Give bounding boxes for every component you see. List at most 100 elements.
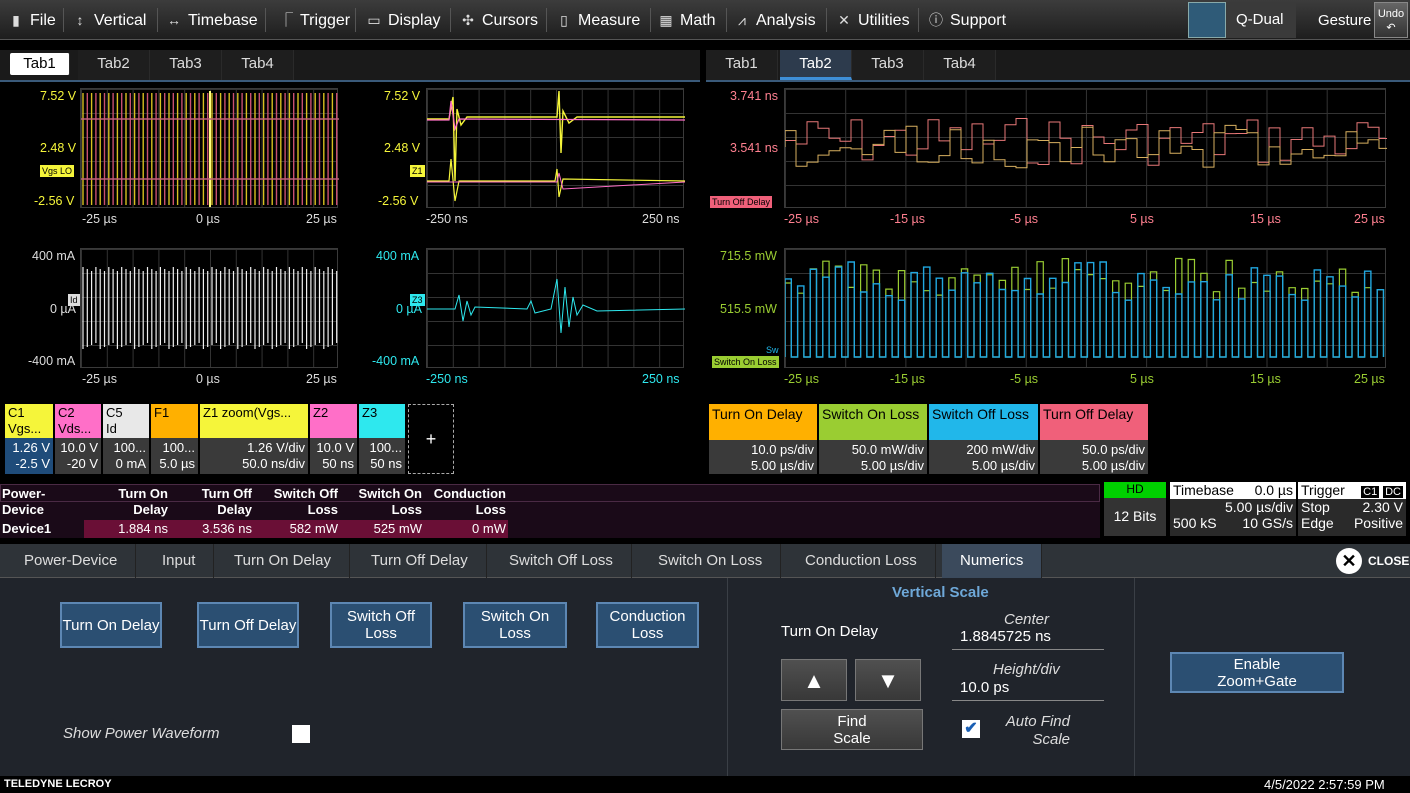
descriptor-f1[interactable]: F1 100... 5.0 µs (151, 404, 198, 474)
descriptor-switch-on-loss[interactable]: Switch On Loss 50.0 mW/div 5.00 µs/div (819, 404, 927, 474)
p1-x-mid: 0 µs (196, 212, 220, 226)
x-tick-label: -5 µs (1010, 212, 1039, 226)
descriptor-z3[interactable]: Z3 100... 50 ns (359, 404, 405, 474)
menu-trigger[interactable]: ⎾ Trigger (278, 0, 350, 40)
tab-left-2[interactable]: Tab2 (78, 50, 150, 80)
datetime: 4/5/2022 2:57:59 PM (1264, 777, 1385, 792)
x-tick-label: 25 µs (1354, 372, 1385, 386)
math-icon: ▦ (659, 12, 673, 28)
switch-off-loss-button[interactable]: Switch Off Loss (330, 602, 432, 648)
timebase-box[interactable]: Timebase 0.0 µs 5.00 µs/div 500 kS 10 GS/s (1170, 482, 1296, 536)
turn-on-delay-button[interactable]: Turn On Delay (60, 602, 162, 648)
x-tick-label: -5 µs (1010, 372, 1039, 386)
plot-z3-zoom[interactable] (426, 248, 685, 368)
layout-selector[interactable]: Q-Dual (1226, 2, 1296, 38)
dialog-tab-power-device[interactable]: Power-Device (6, 544, 137, 578)
dialog-tab-conduction-loss[interactable]: Conduction Loss (787, 544, 936, 578)
table-cell-switch-on-loss: 525 mW (373, 521, 422, 536)
menu-utilities[interactable]: ✕ Utilities (836, 0, 909, 40)
enable-zoom-gate-button[interactable]: Enable Zoom+Gate (1170, 652, 1344, 693)
menu-cursors[interactable]: ✣ Cursors (460, 0, 538, 40)
p1-y-top: 7.52 V (40, 89, 77, 103)
plot-vgs-full[interactable] (80, 88, 339, 208)
dialog-tab-turn-on-delay[interactable]: Turn On Delay (216, 544, 350, 578)
p6-trace-tag[interactable]: Switch On Loss (712, 356, 779, 368)
tab-left-4[interactable]: Tab4 (222, 50, 294, 80)
p6-y-mid: 515.5 mW (720, 302, 777, 316)
acquisition-mode[interactable]: HD 12 Bits (1104, 482, 1166, 536)
dialog-tab-switch-off-loss[interactable]: Switch Off Loss (491, 544, 632, 578)
table-header-turn-off-delay: Turn Off Delay (201, 486, 252, 517)
menu-analysis[interactable]: ⩘ Analysis (734, 0, 816, 40)
table-cell-conduction-loss: 0 mW (472, 521, 506, 536)
descriptor-z1[interactable]: Z1 zoom(Vgs... 1.26 V/div 50.0 ns/div (200, 404, 308, 474)
dialog-tab-input[interactable]: Input (144, 544, 215, 578)
p2-y-top: 7.52 V (384, 89, 421, 103)
center-field[interactable]: 1.8845725 ns (952, 628, 1104, 650)
tab-right-1[interactable]: Tab1 (706, 50, 778, 80)
menu-vertical[interactable]: ↕ Vertical (72, 0, 147, 40)
tab-left-3[interactable]: Tab3 (150, 50, 222, 80)
undo-button[interactable]: Undo ↶ (1374, 2, 1408, 38)
p1-trace-tag[interactable]: Vgs LO (40, 165, 75, 177)
vertical-scale-source: Turn On Delay (781, 623, 878, 640)
descriptor-switch-off-loss[interactable]: Switch Off Loss 200 mW/div 5.00 µs/div (929, 404, 1038, 474)
p1-y-bot: -2.56 V (34, 194, 75, 208)
conduction-loss-button[interactable]: Conduction Loss (596, 602, 699, 648)
tab-left-1[interactable]: Tab1 (10, 53, 70, 75)
descriptor-z2[interactable]: Z2 10.0 V 50 ns (310, 404, 357, 474)
tab-right-4[interactable]: Tab4 (924, 50, 996, 80)
p5-trace-tag[interactable]: Turn Off Delay (710, 196, 773, 208)
add-trace-button[interactable]: + (408, 404, 454, 474)
x-tick-label: 5 µs (1130, 372, 1154, 386)
plot-z1-zoom[interactable] (426, 88, 685, 208)
menu-timebase[interactable]: ↔ Timebase (166, 0, 258, 40)
find-scale-button[interactable]: Find Scale (781, 709, 923, 750)
height-div-field[interactable]: 10.0 ps (952, 679, 1104, 701)
p2-trace-tag[interactable]: Z1 (410, 165, 425, 177)
p4-trace-tag[interactable]: Z3 (410, 294, 425, 306)
descriptor-c1[interactable]: C1 Vgs... 1.26 V -2.5 V (5, 404, 53, 474)
menu-support[interactable]: ⓘ Support (928, 0, 1006, 40)
p3-y-top: 400 mA (32, 249, 76, 263)
descriptor-turn-off-delay[interactable]: Turn Off Delay 50.0 ps/div 5.00 µs/div (1040, 404, 1148, 474)
show-power-waveform-checkbox[interactable] (292, 725, 310, 743)
p1-y-mid: 2.48 V (40, 141, 77, 155)
menu-bar: ▮ File ↕ Vertical ↔ Timebase ⎾ Trigger ▭ Disp… (0, 0, 1410, 40)
dialog-tab-numerics[interactable]: Numerics (942, 544, 1043, 578)
auto-find-scale-checkbox[interactable]: ✔ (962, 720, 980, 738)
close-label[interactable]: CLOSE (1368, 554, 1410, 568)
close-icon[interactable]: ✕ (1336, 548, 1362, 574)
descriptor-c2[interactable]: C2 Vds... 10.0 V -20 V (55, 404, 101, 474)
menu-math[interactable]: ▦ Math (658, 0, 715, 40)
plot-turn-off-delay-track[interactable] (784, 88, 1387, 208)
auto-find-scale-label: Auto Find Scale (1005, 713, 1070, 748)
descriptor-turn-on-delay[interactable]: Turn On Delay 10.0 ps/div 5.00 µs/div (709, 404, 817, 474)
turn-off-delay-button[interactable]: Turn Off Delay (197, 602, 299, 648)
table-row-name: Device1 (2, 521, 52, 536)
menu-display[interactable]: ▭ Display (366, 0, 440, 40)
plot-id-full[interactable] (80, 248, 338, 368)
descriptor-c5[interactable]: C5 Id 100... 0 mA (103, 404, 149, 474)
vertical-scale-title: Vertical Scale (892, 584, 989, 601)
switch-on-loss-button[interactable]: Switch On Loss (463, 602, 567, 648)
plot-switch-loss-track[interactable] (784, 248, 1386, 368)
table-cell-switch-off-loss: 582 mW (289, 521, 338, 536)
dialog-tab-turn-off-delay[interactable]: Turn Off Delay (353, 544, 487, 578)
x-tick-label: -25 µs (784, 372, 819, 386)
menu-measure[interactable]: ▯ Measure (556, 0, 640, 40)
p3-trace-tag[interactable]: Id (68, 294, 80, 306)
power-device-table: Power- Device Turn On Delay Turn Off Delay … (0, 484, 1100, 538)
dialog-tab-switch-on-loss[interactable]: Switch On Loss (640, 544, 782, 578)
tab-right-3[interactable]: Tab3 (852, 50, 924, 80)
trigger-box[interactable]: Trigger C1 DC Stop 2.30 V Edge Positive (1298, 482, 1406, 536)
scale-down-button[interactable]: ▼ (855, 659, 921, 701)
layout-icon[interactable] (1188, 2, 1226, 38)
gesture-label[interactable]: Gesture (1318, 12, 1372, 29)
p2-x-left: -250 ns (426, 212, 468, 226)
menu-file[interactable]: ▮ File (8, 0, 56, 40)
id-trace (82, 267, 338, 349)
tab-right-2[interactable]: Tab2 (780, 50, 852, 80)
scale-up-button[interactable]: ▲ (781, 659, 847, 701)
p5-y-top: 3.741 ns (730, 89, 778, 103)
